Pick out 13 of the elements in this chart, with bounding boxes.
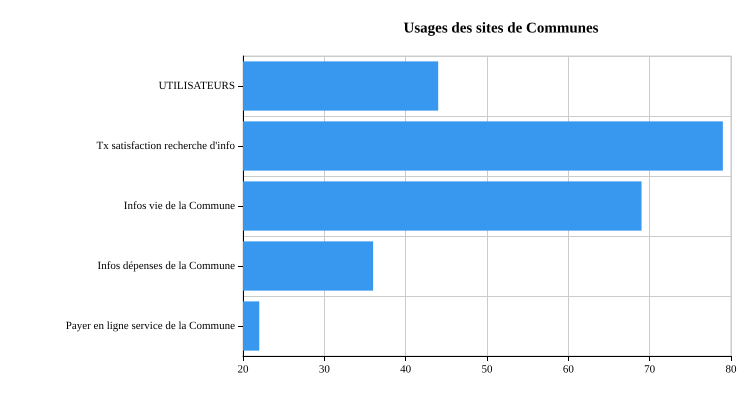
y-tick-label: Infos vie de la Commune bbox=[124, 200, 236, 212]
x-tick-label: 70 bbox=[644, 364, 656, 376]
y-tick-label: Payer en ligne service de la Commune bbox=[66, 320, 236, 332]
x-tick-label: 60 bbox=[562, 364, 574, 376]
x-tick-label: 80 bbox=[726, 364, 737, 376]
x-tick-label: 40 bbox=[400, 364, 412, 376]
chart-title: Usages des sites de Communes bbox=[404, 20, 599, 36]
y-tick-label: Tx satisfaction recherche d'info bbox=[96, 140, 236, 152]
x-tick-label: 20 bbox=[238, 364, 249, 376]
x-tick-label: 30 bbox=[318, 364, 330, 376]
x-tick-label: 50 bbox=[482, 364, 493, 376]
y-tick-label: UTILISATEURS bbox=[158, 80, 235, 92]
y-tick-label: Infos dépenses de la Commune bbox=[98, 260, 236, 272]
